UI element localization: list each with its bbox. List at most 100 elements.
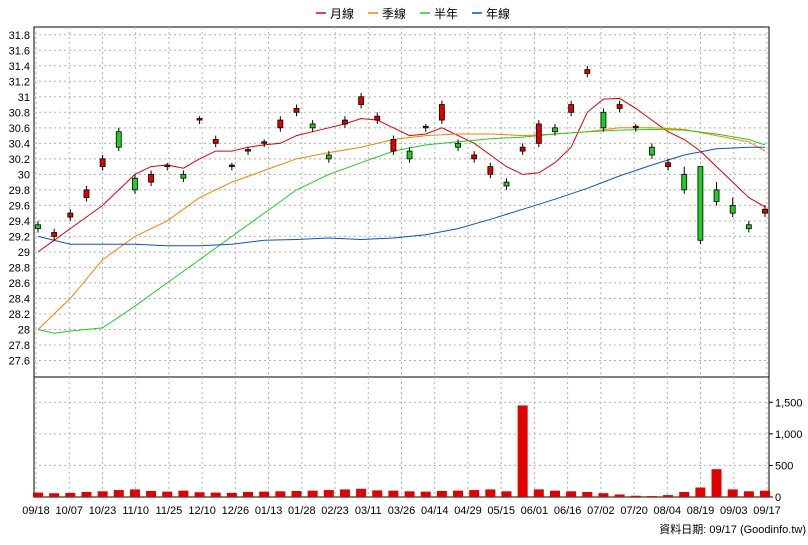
- volume-bar-0: [33, 492, 43, 497]
- candle-body-38: [649, 146, 655, 156]
- volume-bars: [33, 405, 770, 497]
- candle-41: [697, 166, 704, 245]
- x-tick-label-14: 05/15: [487, 505, 515, 517]
- candle-11: [212, 135, 219, 148]
- candle-43: [729, 197, 736, 218]
- x-tick-label-9: 02/23: [321, 505, 349, 517]
- ma-quarter-line: [37, 127, 766, 330]
- candle-10: [196, 116, 203, 124]
- candle-body-13: [245, 149, 251, 152]
- candle-body-3: [83, 189, 90, 199]
- volume-bar-7: [146, 491, 157, 497]
- x-tick-label-21: 09/03: [720, 505, 748, 517]
- volume-tick-label-0: 1,500: [775, 397, 803, 409]
- x-tick-label-1: 10/07: [55, 505, 83, 517]
- price-tick-label-9: 30: [18, 169, 30, 181]
- candle-35: [600, 108, 607, 132]
- candle-body-0: [35, 224, 41, 230]
- candle-body-23: [406, 150, 413, 160]
- candle-body-21: [374, 115, 381, 121]
- x-tick-label-6: 12/26: [222, 505, 250, 517]
- candle-31: [535, 120, 542, 148]
- volume-bar-23: [404, 491, 415, 497]
- candle-body-10: [196, 118, 203, 121]
- candle-body-44: [745, 224, 752, 230]
- price-tick-label-6: 30.6: [9, 123, 30, 135]
- volume-bar-8: [162, 491, 173, 497]
- price-tick-label-19: 28: [18, 324, 30, 336]
- volume-bar-41: [695, 487, 706, 497]
- candle-body-4: [99, 158, 106, 168]
- volume-bar-26: [453, 490, 464, 497]
- price-tick-label-13: 29.2: [9, 231, 30, 243]
- ma-year-line: [37, 146, 765, 247]
- volume-bar-10: [194, 492, 205, 497]
- candle-body-12: [228, 164, 235, 168]
- candle-40: [681, 166, 688, 194]
- volume-bar-12: [226, 492, 237, 497]
- candle-body-28: [487, 166, 494, 175]
- candle-body-2: [67, 212, 74, 218]
- x-tick-label-19: 08/04: [654, 505, 682, 517]
- volume-bar-30: [517, 405, 528, 497]
- candle-body-42: [713, 189, 720, 202]
- candle-9: [180, 170, 187, 183]
- price-tick-label-15: 28.8: [9, 262, 30, 274]
- x-tick-label-18: 07/20: [620, 505, 648, 517]
- price-tick-label-21: 27.6: [9, 355, 30, 367]
- candle-body-39: [665, 162, 671, 168]
- candle-3: [83, 185, 90, 202]
- candle-body-40: [681, 173, 688, 191]
- candle-22: [390, 135, 397, 155]
- candle-body-6: [132, 177, 138, 191]
- legend-label-0: 月線: [330, 6, 354, 21]
- candle-body-34: [584, 69, 591, 74]
- candle-body-43: [729, 204, 736, 214]
- volume-bar-27: [469, 490, 480, 497]
- candle-body-16: [293, 108, 300, 113]
- volume-bar-20: [356, 488, 367, 497]
- price-tick-label-2: 31.4: [9, 61, 30, 73]
- volume-bar-14: [259, 491, 270, 497]
- x-tick-label-8: 01/28: [288, 505, 316, 517]
- volume-bar-37: [630, 495, 641, 497]
- candle-38: [649, 143, 655, 159]
- candle-14: [261, 139, 268, 148]
- volume-bar-1: [49, 493, 60, 497]
- volume-bar-45: [760, 490, 770, 497]
- volume-bar-15: [275, 491, 286, 497]
- candle-body-17: [309, 123, 316, 129]
- candle-body-33: [568, 104, 575, 113]
- candle-7: [148, 170, 154, 186]
- candle-body-35: [600, 111, 607, 129]
- x-tick-label-2: 10/23: [89, 505, 117, 517]
- volume-bar-16: [291, 491, 302, 497]
- price-tick-label-16: 28.6: [9, 278, 30, 290]
- candle-13: [245, 147, 251, 155]
- candle-28: [487, 162, 494, 179]
- x-tick-label-17: 07/02: [587, 505, 615, 517]
- volume-bar-35: [598, 493, 609, 497]
- candle-body-45: [762, 208, 768, 214]
- candle-8: [164, 162, 171, 171]
- footer-source: 資料日期: 09/17 (Goodinfo.tw): [659, 522, 806, 536]
- price-tick-label-4: 31: [18, 92, 30, 104]
- candle-body-15: [277, 119, 284, 129]
- candle-5: [115, 127, 122, 152]
- candle-34: [584, 65, 591, 78]
- volume-bar-32: [549, 490, 560, 497]
- volume-bar-21: [372, 490, 383, 497]
- price-tick-label-7: 30.4: [9, 138, 30, 150]
- price-tick-label-8: 30.2: [9, 154, 30, 166]
- volume-bar-24: [420, 491, 431, 497]
- grid: [33, 26, 770, 498]
- volume-bar-11: [210, 492, 221, 497]
- candle-39: [665, 158, 671, 171]
- candle-26: [455, 139, 461, 152]
- candle-body-41: [697, 166, 704, 241]
- price-tick-label-5: 30.8: [9, 107, 30, 119]
- legend-label-2: 半年: [434, 7, 458, 21]
- volume-tick-label-2: 500: [775, 460, 793, 472]
- volume-bar-38: [646, 496, 657, 497]
